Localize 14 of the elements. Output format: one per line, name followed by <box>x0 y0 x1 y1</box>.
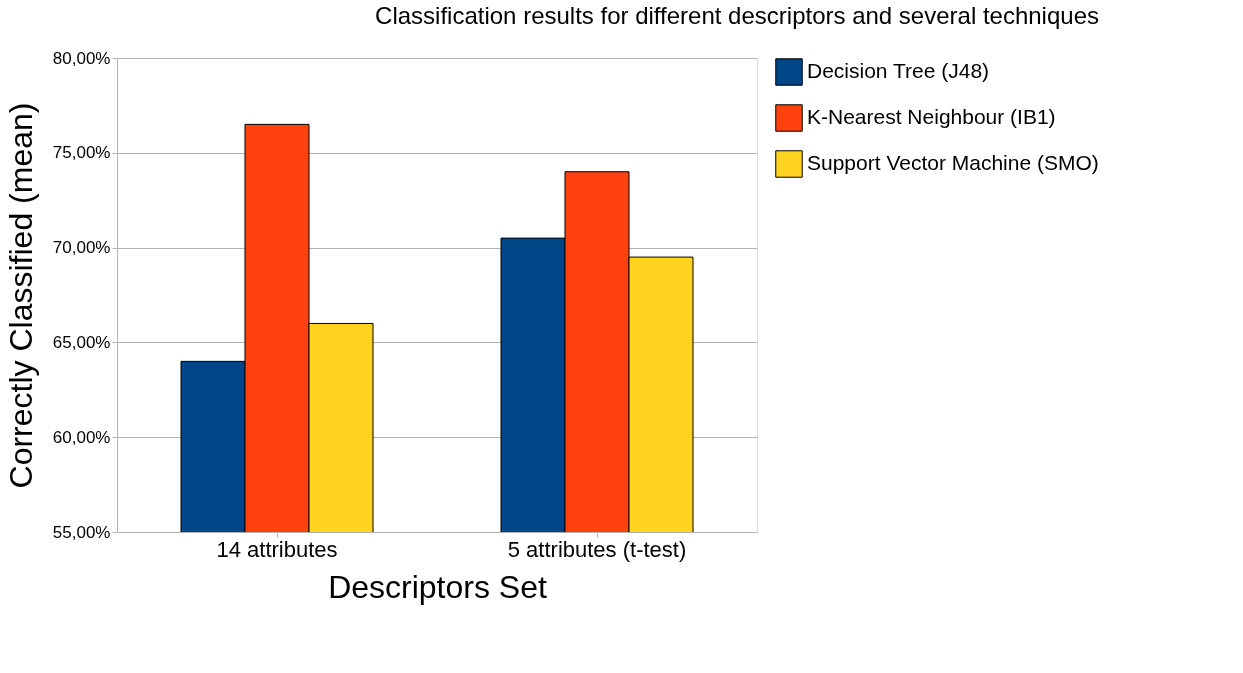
y-tick-label: 80,00% <box>52 48 111 68</box>
x-tick-label: 5 attributes (t-test) <box>507 536 687 562</box>
legend-label: Decision Tree (J48) <box>807 59 990 82</box>
y-tick-label: 65,00% <box>52 332 111 352</box>
y-axis-title: Correctly Classified (mean) <box>2 102 39 489</box>
x-tick-label: 14 attributes <box>216 536 338 562</box>
legend-label: K-Nearest Neighbour (IB1) <box>807 105 1056 128</box>
chart-title: Classification results for different descriptors and several techniques <box>375 2 1099 29</box>
y-tick-label: 75,00% <box>52 143 111 163</box>
y-tick-label: 70,00% <box>52 238 111 258</box>
y-tick-label: 60,00% <box>52 427 111 447</box>
y-tick-label: 55,00% <box>52 522 111 542</box>
legend-label: Support Vector Machine (SMO) <box>807 151 1099 174</box>
x-axis-title: Descriptors Set <box>328 568 547 605</box>
